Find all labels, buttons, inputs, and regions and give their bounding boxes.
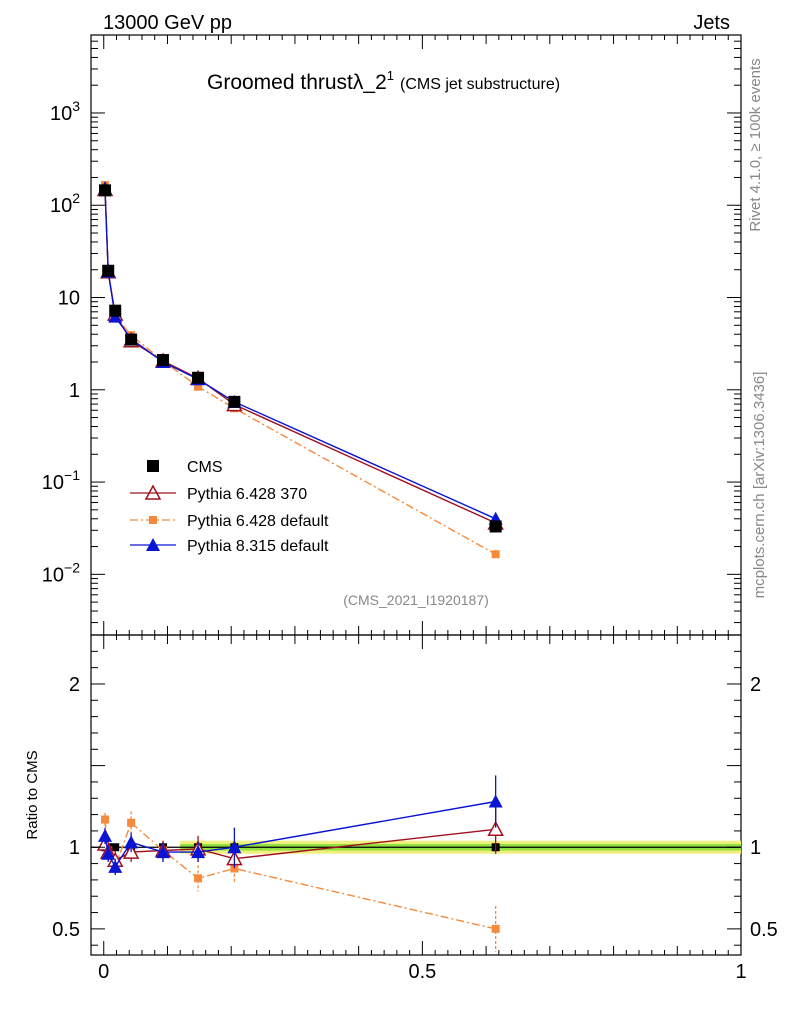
point-py6_default xyxy=(491,550,500,559)
title-main: Groomed thrustλ_2 xyxy=(207,71,387,94)
y-tick-label-ratio: 0.5 xyxy=(52,919,80,941)
ratio-point-py8 xyxy=(101,846,116,860)
point-py6_default xyxy=(194,382,203,391)
y-tick-label-base: 10 xyxy=(50,103,72,125)
title-subtitle: (CMS jet substructure) xyxy=(400,76,560,93)
y-tick-label-main: 102 xyxy=(50,190,80,217)
point-cms xyxy=(489,520,502,533)
x-tick-label: 0.5 xyxy=(408,961,436,983)
y-tick-label-ratio: 1 xyxy=(69,837,80,859)
main-chart-layer xyxy=(96,180,504,560)
legend: CMS Pythia 6.428 370 Pythia 6.428 defaul… xyxy=(130,459,329,555)
y-tick-label-base: 1 xyxy=(69,380,80,402)
x-tick-label: 1 xyxy=(735,961,746,983)
point-cms xyxy=(125,333,138,346)
rivet-version-label: Rivet 4.1.0, ≥ 100k events xyxy=(747,58,764,231)
y-tick-label-exponent: 3 xyxy=(72,98,80,114)
ratio-point-py8 xyxy=(156,845,171,859)
ratio-point-py6_default xyxy=(194,874,203,883)
y-tick-label-ratio-right: 1 xyxy=(750,837,761,859)
ratio-axis-label: Ratio to CMS xyxy=(24,750,41,839)
y-tick-label-exponent: −1 xyxy=(64,467,80,483)
point-cms xyxy=(228,395,241,408)
analysis-id-label: (CMS_2021_I1920187) xyxy=(343,592,489,608)
point-cms xyxy=(102,264,115,277)
legend-marker-cms xyxy=(147,460,159,472)
ratio-point-py8 xyxy=(488,794,503,808)
legend-label-py8: Pythia 8.315 default xyxy=(187,538,329,555)
point-cms xyxy=(192,371,205,384)
header-left: 13000 GeV pp xyxy=(103,12,232,34)
ratio-point-py8 xyxy=(227,840,242,854)
mcplots-label: mcplots.cern.ch [arXiv:1306.3436] xyxy=(751,372,768,599)
y-tick-label-main: 10 xyxy=(58,288,80,310)
ratio-point-cms xyxy=(111,843,120,852)
point-cms xyxy=(99,184,112,197)
ratio-point-py8 xyxy=(124,835,139,849)
legend-label-py6-370: Pythia 6.428 370 xyxy=(187,486,307,503)
series-line-py8 xyxy=(104,188,496,520)
y-tick-label-main: 10−2 xyxy=(42,559,80,586)
y-tick-label-exponent: −2 xyxy=(64,559,80,575)
ratio-point-py6_default xyxy=(491,924,500,933)
header-right: Jets xyxy=(693,12,730,34)
legend-label-py6-default: Pythia 6.428 default xyxy=(187,513,329,530)
y-tick-label-base: 10 xyxy=(42,564,64,586)
series-line-py6_default xyxy=(104,185,497,555)
ratio-point-py6_370 xyxy=(487,820,504,837)
legend-marker-py6-370 xyxy=(144,484,162,500)
legend-label-cms: CMS xyxy=(187,459,223,476)
point-cms xyxy=(109,304,122,317)
plot-title: Groomed thrustλ_21 (CMS jet substructure) xyxy=(207,68,560,94)
y-tick-label-base: 10 xyxy=(42,472,64,494)
ratio-point-py8 xyxy=(191,845,206,859)
y-tick-label-exponent: 2 xyxy=(72,190,80,206)
y-tick-label-main: 10−1 xyxy=(42,467,80,494)
legend-marker-py8 xyxy=(146,538,160,551)
title-superscript: 1 xyxy=(387,68,394,83)
x-tick-label: 0 xyxy=(98,961,109,983)
y-tick-label-ratio: 2 xyxy=(69,674,80,696)
ratio-panel-frame xyxy=(90,634,742,956)
ratio-point-py8 xyxy=(98,828,113,842)
legend-marker-py6-default xyxy=(149,516,157,524)
y-tick-label-main: 103 xyxy=(50,98,80,125)
y-tick-label-base: 10 xyxy=(58,288,80,310)
ratio-point-py8 xyxy=(108,859,123,873)
y-tick-label-ratio-right: 2 xyxy=(750,674,761,696)
y-tick-label-main: 1 xyxy=(69,380,80,402)
point-cms xyxy=(157,354,170,367)
ratio-point-py6_default xyxy=(101,815,110,824)
y-tick-label-base: 10 xyxy=(50,195,72,217)
y-tick-label-ratio-right: 0.5 xyxy=(750,919,778,941)
ratio-point-py6_default xyxy=(127,818,136,827)
ratio-chart-layer xyxy=(91,775,741,952)
